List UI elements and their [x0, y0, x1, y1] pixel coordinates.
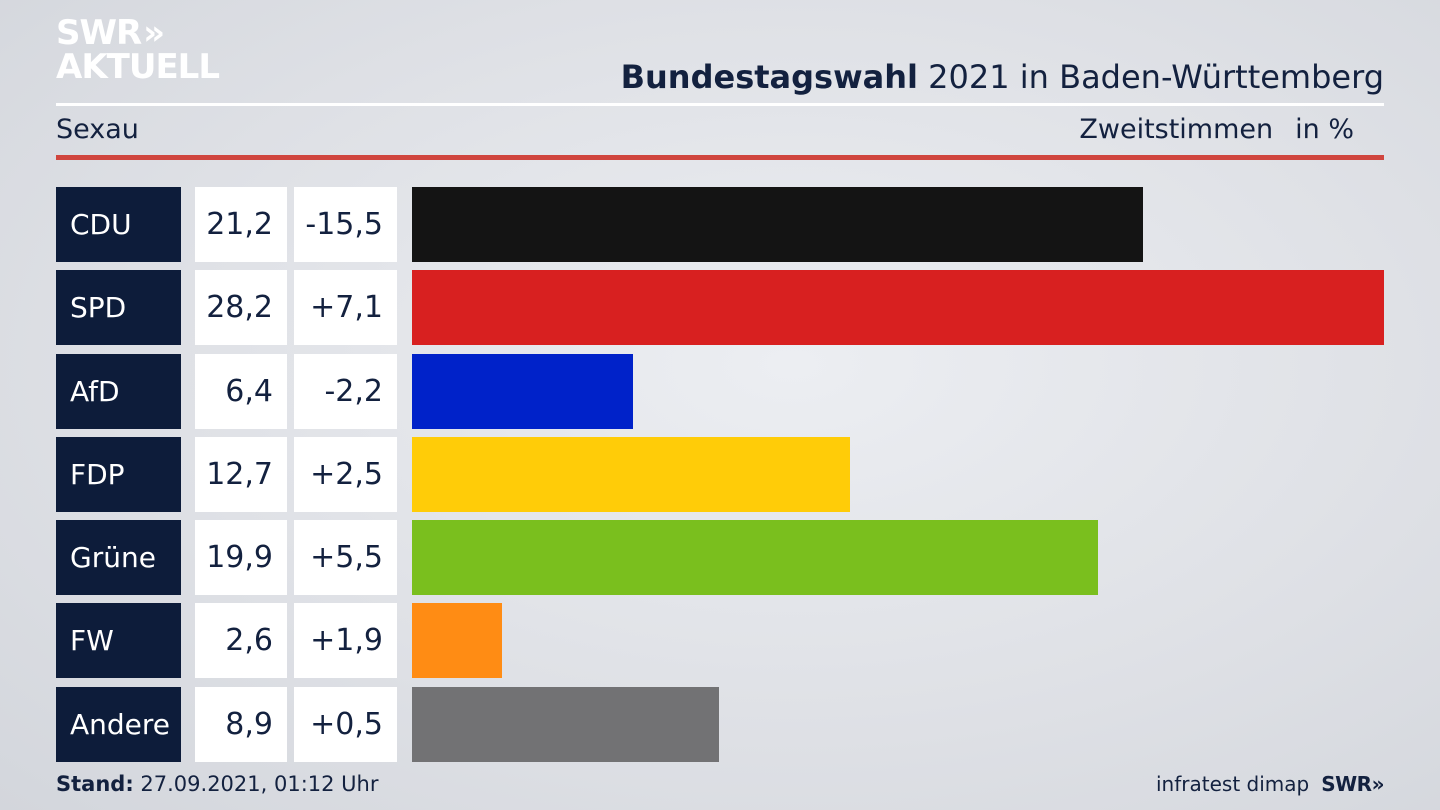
- place-name: Sexau: [56, 114, 139, 145]
- source-label: infratest dimap: [1156, 772, 1310, 796]
- party-value: 12,7: [195, 436, 287, 512]
- party-label: AfD: [56, 353, 181, 429]
- party-value: 21,2: [195, 187, 287, 262]
- swr-aktuell-logo: SWR » AKTUELL: [56, 13, 220, 87]
- party-row: FW 2,6 +1,9: [56, 603, 1384, 679]
- party-value: 28,2: [195, 270, 287, 346]
- party-row: Andere 8,9 +0,5: [56, 686, 1384, 762]
- timestamp: Stand: 27.09.2021, 01:12 Uhr: [56, 772, 379, 796]
- measure-unit: in %: [1295, 114, 1354, 145]
- party-bar: [412, 270, 1384, 346]
- logo-aktuell-text: AKTUELL: [56, 47, 220, 87]
- title-bold: Bundestagswahl: [620, 58, 918, 96]
- party-label: Grüne: [56, 520, 181, 596]
- party-bar: [412, 603, 502, 679]
- party-bar: [412, 520, 1098, 596]
- measure-name: Zweitstimmen: [1079, 114, 1274, 145]
- party-change: +7,1: [294, 270, 397, 346]
- party-label: FW: [56, 603, 181, 679]
- title-rest: 2021 in Baden-Württemberg: [917, 58, 1384, 96]
- chart-title: Bundestagswahl 2021 in Baden-Württemberg: [621, 58, 1384, 96]
- party-value: 8,9: [195, 686, 287, 762]
- party-label: Andere: [56, 686, 181, 762]
- party-value: 6,4: [195, 353, 287, 429]
- party-row: CDU 21,2 -15,5: [56, 187, 1384, 262]
- party-label: CDU: [56, 187, 181, 262]
- party-row: Grüne 19,9 +5,5: [56, 520, 1384, 596]
- stand-label: Stand:: [56, 772, 134, 796]
- party-change: +1,9: [294, 603, 397, 679]
- party-change: +0,5: [294, 686, 397, 762]
- party-change: -2,2: [294, 353, 397, 429]
- party-value: 2,6: [195, 603, 287, 679]
- party-label: FDP: [56, 436, 181, 512]
- accent-divider: [56, 155, 1384, 160]
- party-bar: [412, 686, 719, 762]
- party-change: -15,5: [294, 187, 397, 262]
- party-bar: [412, 353, 633, 429]
- party-change: +2,5: [294, 436, 397, 512]
- footer-credits: infratest dimap SWR»: [1156, 772, 1384, 796]
- logo-swr-text: SWR: [56, 13, 142, 53]
- stand-value: 27.09.2021, 01:12 Uhr: [133, 772, 379, 796]
- logo-chevron-icon: »: [143, 13, 165, 53]
- party-change: +5,5: [294, 520, 397, 596]
- party-value: 19,9: [195, 520, 287, 596]
- party-row: AfD 6,4 -2,2: [56, 353, 1384, 429]
- party-label: SPD: [56, 270, 181, 346]
- results-chart: CDU 21,2 -15,5 SPD 28,2 +7,1 AfD 6,4 -2,2 FDP 12,7…: [56, 187, 1384, 770]
- header-divider: [56, 103, 1384, 106]
- party-row: SPD 28,2 +7,1: [56, 270, 1384, 346]
- measure-label: Zweitstimmen in %: [1079, 114, 1354, 145]
- party-bar: [412, 187, 1143, 262]
- party-row: FDP 12,7 +2,5: [56, 436, 1384, 512]
- party-bar: [412, 436, 850, 512]
- swr-footer-logo: SWR»: [1321, 772, 1384, 796]
